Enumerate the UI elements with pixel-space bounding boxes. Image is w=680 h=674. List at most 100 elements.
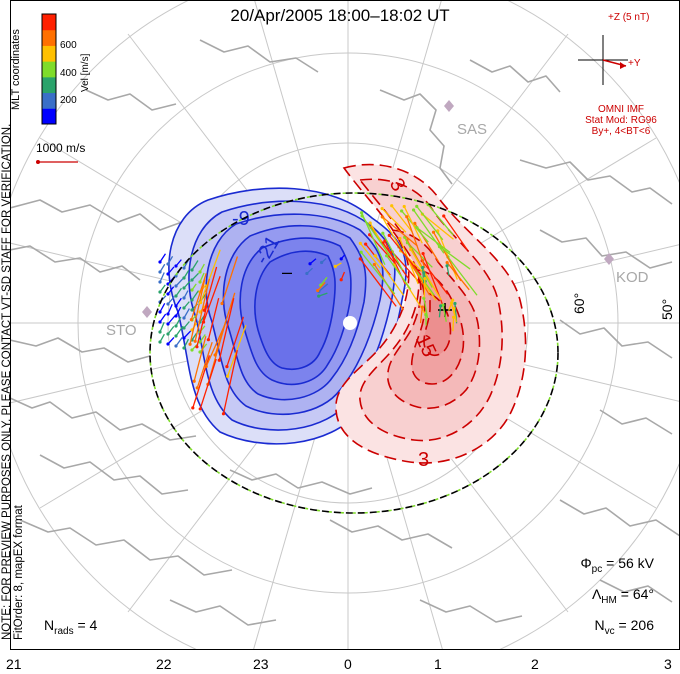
velocity-vector-origin [204,364,208,369]
velocity-vector-origin [174,344,178,348]
velocity-vector-origin [174,334,178,338]
velocity-vector-origin [372,262,376,267]
heppner-maynard-boundary [149,192,559,514]
velocity-vector [191,290,200,301]
velocity-vector-origin [445,264,449,268]
velocity-vector [382,242,410,280]
colorbar-label: Vel [m/s] [80,53,91,92]
fit-order-line: FitOrder: 8, mapEX format [13,505,25,640]
velocity-vector-origin [305,271,309,276]
velocity-vector [159,253,167,263]
velocity-vector [374,255,405,296]
velocity-vector-origin [423,277,427,281]
velocity-vector [226,316,245,367]
velocity-vector-origin [415,204,419,209]
velocity-vector [403,206,423,244]
station-sto-label: STO [106,322,137,339]
velocity-vector-origin [373,254,377,258]
velocity-vector [175,278,184,287]
velocity-vector [167,304,173,315]
velocity-vector-origin [308,262,312,266]
vector-scale-origin [36,160,40,164]
velocity-vector-origin [453,301,457,306]
velocity-vector [196,341,213,389]
velocity-vector [320,276,328,286]
velocity-vector-origin [158,310,162,314]
colorbar-segment [42,92,56,109]
velocity-vector [193,336,207,382]
mlt-coordinates-label: MLT coordinates [10,29,22,110]
velocity-vector-origin [166,312,170,316]
velocity-vector [406,216,426,269]
velocity-vector-origin [431,230,436,234]
station-sto-marker [142,306,152,318]
velocity-vector-origin [451,298,455,302]
velocity-vector [423,278,426,298]
velocity-vector-origin [409,247,413,252]
velocity-vector [391,205,413,233]
velocity-vector [453,308,457,323]
velocity-vector [382,232,404,271]
velocity-vector-origin [195,386,199,390]
velocity-vector [381,208,407,233]
colorbar-segment [42,45,56,62]
velocity-vector-origin [182,316,186,320]
velocity-colorbar [41,13,57,125]
velocity-vector [199,272,205,283]
velocity-vector-origin [359,250,363,254]
imf-legend: OMNI IMF Stat Mod: RG96 By+, 4<BT<6 [566,104,676,137]
colorbar-tick-600: 600 [60,40,77,51]
colorbar-frame [41,13,57,125]
velocity-vector-origin [174,304,178,308]
velocity-vector-origin [452,315,456,319]
velocity-vector-origin [422,271,426,275]
velocity-vector-origin [405,215,409,219]
preview-note: NOTE: FOR PREVIEW PURPOSES ONLY. PLEASE … [1,124,25,640]
velocity-vector-origin [364,242,368,246]
velocity-vector [190,273,207,320]
velocity-vector [416,227,451,254]
velocity-vector-origin [166,262,170,266]
velocity-vector [159,321,165,333]
colorbar-segment [42,14,56,31]
velocity-vector-origin [385,254,389,258]
velocity-vector-origin [445,260,449,265]
velocity-vector [191,260,199,271]
velocity-vector-origin [380,215,384,219]
velocity-vector-origin [166,342,170,346]
station-sas-marker [444,100,454,112]
velocity-vector-origin [317,294,321,298]
velocity-vector [360,251,396,295]
velocity-vector-origin [158,330,162,334]
velocity-vector-origin [198,270,202,274]
velocity-vector [359,258,397,307]
stat-n-vc: Nvc = 206 [594,617,654,637]
velocity-vector [421,260,449,295]
velocity-vector [207,297,220,340]
velocity-vector [221,256,239,304]
velocity-vector [381,216,402,250]
velocity-vector-origin [220,301,224,306]
velocity-vector [421,213,454,240]
velocity-vector-origin [182,296,186,300]
velocity-vector [443,215,468,250]
velocity-vector-origin [198,350,202,354]
velocity-vector-origin [400,209,404,213]
velocity-vector-origin [182,286,186,290]
velocity-vector [175,325,184,337]
contour-label-pos3-bottom: 3 [418,449,429,471]
velocity-vector-origin [415,226,419,230]
velocity-vector-origin [166,272,170,276]
velocity-vector-origin [166,302,170,306]
velocity-vector-origin [437,245,442,249]
velocity-vector-origin [441,303,445,307]
latitude-label-60: 60° [571,293,587,314]
velocity-vector-origin [390,204,394,208]
velocity-vector [427,204,454,236]
velocity-vector [175,306,182,317]
velocity-vector-origin [339,257,343,261]
mlt-tick-21: 21 [6,656,22,672]
velocity-vector-origin [198,340,202,344]
velocity-vector [222,349,238,414]
velocity-vector [189,279,206,345]
